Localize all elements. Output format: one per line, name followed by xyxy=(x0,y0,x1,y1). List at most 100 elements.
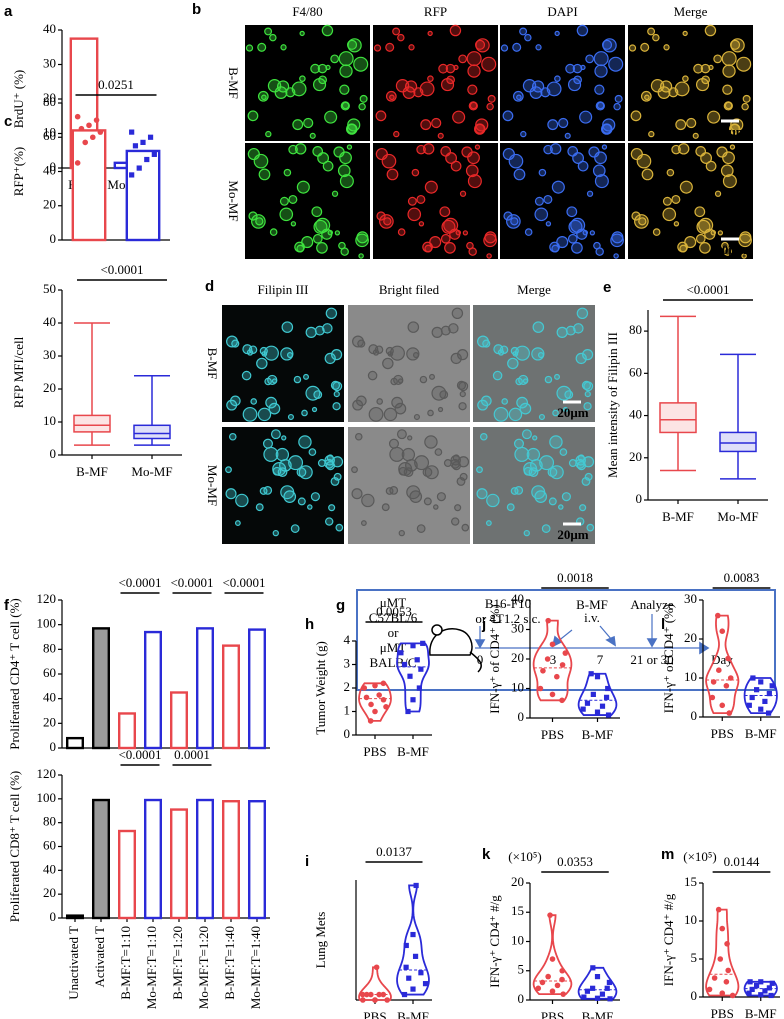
data-point xyxy=(768,992,774,999)
cell xyxy=(439,206,451,218)
row-label: Mo-MF xyxy=(205,465,220,506)
micrograph xyxy=(348,427,470,544)
image-background xyxy=(348,427,470,544)
cell xyxy=(662,196,672,206)
cell xyxy=(311,206,323,218)
cell xyxy=(307,504,313,510)
panel-letter: k xyxy=(482,846,491,863)
box xyxy=(133,424,171,440)
data-point xyxy=(599,703,606,709)
cell xyxy=(279,196,289,206)
cell xyxy=(538,413,545,421)
y-tick-label: 10 xyxy=(511,679,524,694)
cell xyxy=(383,407,398,422)
y-tick-label: 0 xyxy=(50,159,57,174)
cell xyxy=(373,44,382,52)
cell xyxy=(280,44,287,51)
cell xyxy=(262,438,274,449)
cell xyxy=(650,79,665,93)
data-point xyxy=(754,687,760,693)
data-point xyxy=(74,160,81,166)
x-tick-label: B-MF xyxy=(582,1009,614,1019)
bar xyxy=(117,712,136,750)
cell xyxy=(429,236,442,249)
cell xyxy=(225,466,232,474)
cell xyxy=(545,221,552,227)
cell xyxy=(577,160,589,172)
y-tick-label: 80 xyxy=(43,94,56,109)
cell xyxy=(269,33,277,42)
cell xyxy=(296,467,307,478)
data-point xyxy=(749,986,755,992)
cell xyxy=(648,130,655,138)
cell xyxy=(576,461,587,471)
data-point xyxy=(605,712,612,718)
data-point xyxy=(715,612,721,619)
cell xyxy=(325,307,338,320)
data-point xyxy=(762,988,768,994)
cell xyxy=(269,228,278,236)
data-point xyxy=(590,691,596,697)
cell xyxy=(256,357,268,370)
injection-text: B16-F10 xyxy=(485,596,531,611)
y-tick-label: 40 xyxy=(511,591,524,606)
y-tick-label: 3 xyxy=(344,655,351,670)
cell xyxy=(601,144,608,150)
cell xyxy=(675,119,687,131)
cell xyxy=(330,477,340,486)
data-point xyxy=(372,997,378,1003)
cell xyxy=(395,79,410,93)
cell xyxy=(389,94,395,101)
cell xyxy=(294,143,307,155)
data-point xyxy=(410,697,416,703)
cell xyxy=(571,242,583,254)
cell xyxy=(424,180,438,194)
cell xyxy=(416,194,426,204)
cell xyxy=(272,529,279,537)
data-point xyxy=(711,975,718,981)
cell xyxy=(686,117,697,129)
cell xyxy=(427,30,433,37)
cell xyxy=(586,190,594,197)
data-point xyxy=(719,925,726,932)
y-axis-label: Proliferated CD8⁺ T cell (%) xyxy=(7,771,22,923)
data-point xyxy=(594,709,601,715)
cell xyxy=(440,325,451,336)
cell xyxy=(281,321,294,333)
cell xyxy=(381,503,390,512)
cell xyxy=(433,504,439,510)
cell xyxy=(411,168,420,177)
cell xyxy=(305,385,321,401)
cell xyxy=(355,233,369,248)
x-tick-label: PBS xyxy=(711,1006,734,1019)
cell xyxy=(534,207,549,222)
cell xyxy=(407,321,420,333)
cell xyxy=(514,345,530,361)
y-tick-label: 80 xyxy=(43,640,56,655)
x-tick-label: Mo-MF xyxy=(131,464,172,479)
y-tick-label: 4 xyxy=(344,632,351,647)
cell xyxy=(288,455,304,471)
x-tick-label: B-MF xyxy=(397,744,429,759)
cell xyxy=(434,448,443,456)
y-tick-label: 2 xyxy=(344,679,351,694)
cell xyxy=(333,472,342,481)
cell xyxy=(325,461,336,471)
cell xyxy=(459,190,467,197)
data-point xyxy=(594,974,601,980)
cell xyxy=(418,221,425,227)
cell xyxy=(268,402,281,415)
data-point xyxy=(384,997,390,1003)
y-tick-label: 20 xyxy=(43,714,56,729)
cell xyxy=(564,390,574,400)
cell xyxy=(594,84,605,95)
bar xyxy=(169,808,188,920)
y-tick-label: 100 xyxy=(37,790,57,805)
cell xyxy=(551,180,565,194)
data-point xyxy=(584,700,591,706)
timeline-tick: 21 or 30 xyxy=(630,652,673,667)
cell xyxy=(544,375,553,384)
data-point xyxy=(706,986,713,993)
p-value: <0.0001 xyxy=(118,575,161,590)
cell xyxy=(310,492,320,502)
